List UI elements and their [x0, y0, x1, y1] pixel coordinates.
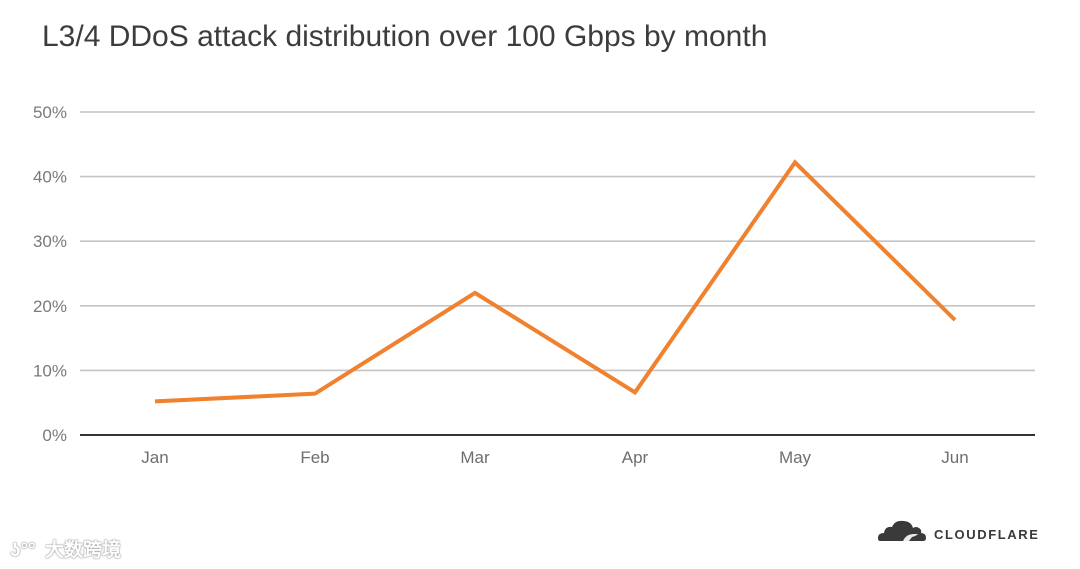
chart-title: L3/4 DDoS attack distribution over 100 G… [42, 20, 768, 53]
y-tick-label: 0% [42, 426, 67, 445]
y-tick-label: 20% [33, 297, 67, 316]
watermark-text: 大数跨境 [45, 540, 122, 561]
brand-name: CLOUDFLARE [934, 526, 1040, 542]
y-tick-label: 50% [33, 103, 67, 122]
x-tick-label: Apr [622, 448, 649, 467]
cloudflare-logo: CLOUDFLARE [876, 517, 1040, 543]
x-tick-label: Feb [300, 448, 329, 467]
y-tick-label: 40% [33, 168, 67, 187]
y-tick-label: 30% [33, 232, 67, 251]
watermark-logo-icon: ʖ°° [10, 540, 36, 561]
gridlines [80, 111, 1035, 372]
x-tick-label: Jan [141, 448, 168, 467]
x-axis-ticks: Jan Feb Mar Apr May Jun [141, 448, 968, 467]
y-tick-label: 10% [33, 361, 67, 380]
watermark: ʖ°° 大数跨境 [10, 535, 121, 562]
series-line [154, 159, 957, 404]
y-axis-ticks: 0% 10% 20% 30% 40% 50% [33, 103, 67, 445]
x-tick-label: Jun [941, 448, 968, 467]
x-tick-label: Mar [460, 448, 490, 467]
series-group [154, 159, 957, 404]
cloud-icon [878, 520, 926, 541]
x-tick-label: May [779, 448, 812, 467]
